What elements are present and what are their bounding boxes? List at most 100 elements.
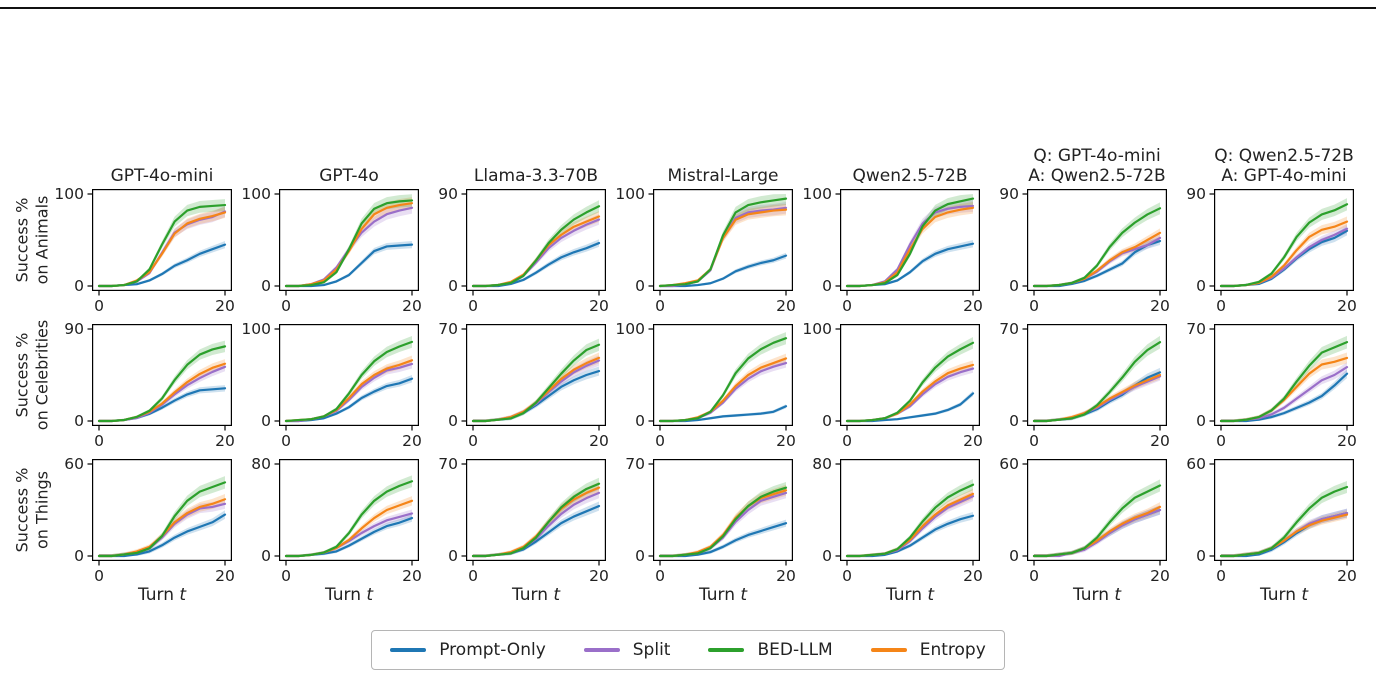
y-tick-label: 0: [635, 412, 645, 430]
y-tick-label: 100: [241, 185, 271, 203]
series-prompt_only-band: [473, 501, 599, 556]
y-tick-label: 0: [635, 547, 645, 565]
x-tick-label: 20: [589, 432, 609, 450]
y-tick-label: 0: [448, 412, 458, 430]
y-tick-label: 90: [999, 185, 1019, 203]
x-tick-label: 0: [842, 432, 852, 450]
subplot-canvas: 100 00 20: [615, 320, 795, 450]
legend-label: Prompt-Only: [439, 640, 546, 660]
axes-frame: [92, 459, 233, 562]
series-entropy-line: [1032, 373, 1162, 423]
series-bed_llm-band: [1221, 198, 1347, 286]
subplot-title-line: Mistral-Large: [667, 165, 779, 186]
axes-frame: [653, 459, 794, 562]
x-tick-label: 0: [655, 567, 665, 585]
series-bed_llm-band: [1034, 202, 1160, 286]
x-tick-label: 0: [468, 297, 478, 315]
subplot-r0-c0: GPT-4o-mini 100 0 0 20: [52, 143, 234, 315]
x-axis-label-var: t: [927, 585, 935, 605]
series-prompt_only-band: [847, 511, 973, 556]
subplot-canvas: 100 00 20: [615, 185, 795, 315]
series-bed_llm-line: [284, 480, 414, 558]
x-axis-label: Turn t: [92, 585, 232, 607]
series-entropy-band: [99, 359, 225, 421]
x-tick-label: 0: [94, 432, 104, 450]
series-bed_llm-line: [1032, 341, 1162, 423]
x-tick-label: 20: [1150, 567, 1170, 585]
x-axis-label-var: t: [553, 585, 561, 605]
axes-frame: [840, 459, 981, 562]
legend-label: Split: [632, 640, 671, 660]
subplot-r2-c5: 60 0 0 20 Turn t: [987, 455, 1170, 607]
series-prompt_only-band: [660, 519, 786, 556]
subplot-r0-c4: Qwen2.5-72B 100 0 0 20: [800, 143, 982, 315]
axes-frame: [466, 324, 607, 427]
y-tick-label: 60: [1186, 455, 1206, 473]
y-tick-label: 0: [822, 277, 832, 295]
row-label-text: Success % on Celebrities: [12, 320, 51, 430]
series-split-line: [1032, 508, 1162, 558]
subplot-r2-c3: 70 0 0 20 Turn t: [613, 455, 796, 607]
y-tick-label: 0: [261, 412, 271, 430]
subplot-canvas: 70 00 20: [625, 455, 796, 585]
x-axis-label-text: Turn: [698, 585, 741, 605]
y-tick-label: 100: [241, 320, 271, 338]
legend-label: Entropy: [919, 640, 986, 660]
x-axis-label-var: t: [740, 585, 748, 605]
x-tick-label: 20: [1337, 432, 1357, 450]
x-tick-label: 0: [281, 567, 291, 585]
x-axis-label-text: Turn: [1072, 585, 1115, 605]
subplot-r2-c4: 80 0 0 20 Turn t: [800, 455, 983, 607]
y-tick-label: 90: [1186, 185, 1206, 203]
series-split-line: [97, 365, 227, 423]
legend-item-split: Split: [583, 640, 671, 660]
x-tick-label: 20: [589, 297, 609, 315]
x-axis-label: Turn t: [279, 585, 419, 607]
axes-frame: [92, 189, 233, 292]
row-label-line: on Celebrities: [32, 319, 51, 431]
x-axis-label-text: Turn: [1259, 585, 1302, 605]
x-tick-label: 0: [842, 297, 852, 315]
series-split-band: [286, 509, 412, 556]
series-bed_llm-band: [1034, 479, 1160, 556]
y-tick-label: 0: [1009, 412, 1019, 430]
row-label-line: on Things: [32, 470, 51, 550]
series-bed_llm-line: [97, 203, 227, 288]
legend-line-swatch: [870, 648, 907, 652]
subplot-r2-c2: 70 0 0 20 Turn t: [426, 455, 609, 607]
x-tick-label: 0: [281, 432, 291, 450]
series-entropy-band: [1221, 216, 1347, 286]
subplot-r0-c2: Llama-3.3-70B 90 0 0 20: [426, 143, 609, 315]
series-prompt_only-band: [1034, 367, 1160, 421]
y-tick-label: 80: [251, 455, 271, 473]
y-tick-label: 70: [438, 320, 458, 338]
series-prompt_only-line: [471, 369, 601, 423]
x-tick-label: 20: [589, 567, 609, 585]
subplot-canvas: 100 00 20: [241, 320, 421, 450]
x-axis-label-var: t: [1301, 585, 1309, 605]
subplot-r1-c5: 70 0 0 20: [987, 320, 1170, 450]
series-split-band: [286, 202, 412, 286]
series-split-line: [471, 359, 601, 423]
legend-line-swatch: [390, 648, 427, 652]
x-tick-label: 0: [1216, 297, 1226, 315]
subplot-canvas: 70 00 20: [438, 320, 609, 450]
axes-frame: [466, 459, 607, 562]
series-bed_llm-band: [473, 200, 599, 286]
row-label-line: Success %: [12, 197, 32, 283]
x-tick-label: 0: [842, 567, 852, 585]
axes-frame: [653, 189, 794, 292]
series-bed_llm-band: [286, 194, 412, 286]
x-tick-label: 0: [1029, 567, 1039, 585]
row-label-line: on Animals: [32, 195, 51, 285]
subplot-r0-c1: GPT-4o 100 0 0 20: [239, 143, 421, 315]
series-bed_llm-line: [284, 199, 414, 288]
series-prompt_only-band: [99, 510, 225, 556]
y-tick-label: 90: [438, 185, 458, 203]
subplot-r2-c0: 60 0 0 20 Turn t: [52, 455, 235, 607]
axes-frame: [840, 324, 981, 427]
subplot-r1-c1: 100 0 0 20: [239, 320, 421, 450]
x-tick-label: 20: [402, 567, 422, 585]
subplot-title: Q: GPT-4o-mini A: Qwen2.5-72B: [1027, 143, 1167, 189]
series-entropy-line: [1032, 505, 1162, 558]
